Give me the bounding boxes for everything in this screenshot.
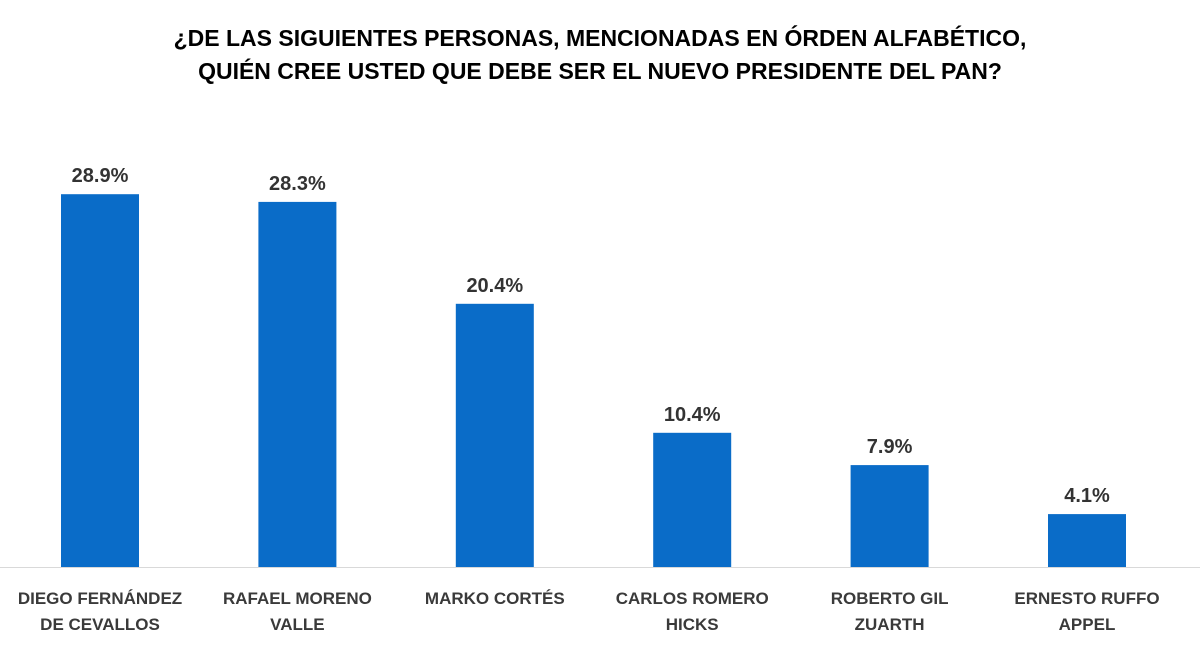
- category-labels-group: DIEGO FERNÁNDEZ DE CEVALLOS RAFAEL MORENO V…: [18, 589, 1160, 634]
- category-label-6-line-1: ERNESTO RUFFO: [1014, 589, 1159, 608]
- category-label-3-line-1: MARKO CORTÉS: [425, 589, 565, 608]
- category-label-4-line-2: HICKS: [666, 615, 719, 634]
- category-label-5-line-2: ZUARTH: [855, 615, 925, 634]
- bar-2: [258, 201, 337, 567]
- bar-3: [455, 303, 534, 567]
- chart-title-line-1: ¿DE LAS SIGUIENTES PERSONAS, MENCIONADAS…: [173, 25, 1027, 51]
- category-label-2-line-2: VALLE: [270, 615, 324, 634]
- category-label-1-line-1: DIEGO FERNÁNDEZ: [18, 589, 182, 608]
- category-label-6-line-2: APPEL: [1059, 615, 1116, 634]
- chart-title-line-2: QUIÉN CREE USTED QUE DEBE SER EL NUEVO P…: [198, 58, 1002, 84]
- category-label-2-line-1: RAFAEL MORENO: [223, 589, 372, 608]
- value-label-1: 28.9%: [72, 165, 129, 187]
- bar-6: [1048, 514, 1126, 567]
- category-label-5-line-1: ROBERTO GIL: [831, 589, 949, 608]
- bar-5: [850, 465, 929, 567]
- value-label-4: 10.4%: [664, 404, 721, 426]
- bar-1: [61, 194, 139, 567]
- value-label-2: 28.3%: [269, 173, 326, 195]
- value-label-3: 20.4%: [466, 275, 523, 297]
- value-label-6: 4.1%: [1064, 485, 1110, 507]
- category-label-4-line-1: CARLOS ROMERO: [616, 589, 769, 608]
- value-labels-group: 28.9% 28.3% 20.4% 10.4% 7.9% 4.1%: [72, 165, 1110, 507]
- bars-group: [61, 194, 1126, 567]
- bar-4: [653, 432, 732, 567]
- value-label-5: 7.9%: [867, 436, 913, 458]
- category-label-1-line-2: DE CEVALLOS: [40, 615, 160, 634]
- chart-title: ¿DE LAS SIGUIENTES PERSONAS, MENCIONADAS…: [0, 22, 1200, 88]
